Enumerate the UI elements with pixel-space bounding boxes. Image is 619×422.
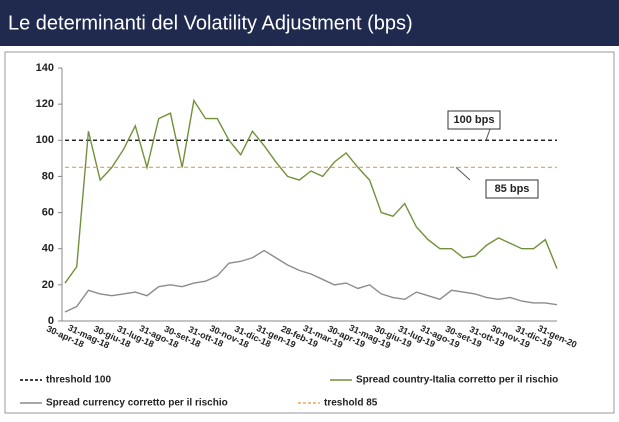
y-tick-label: 40 xyxy=(42,243,54,255)
chart-title: Le determinanti del Volatility Adjustmen… xyxy=(8,12,413,34)
series-line xyxy=(64,249,558,313)
y-tick-label: 120 xyxy=(36,98,54,110)
y-tick-label: 100 xyxy=(36,134,54,146)
annotation-box xyxy=(447,110,501,130)
legend-label: threshold 100 xyxy=(46,375,111,386)
chart-frame xyxy=(4,51,615,414)
series-line xyxy=(64,98,558,284)
annotation-arrow xyxy=(455,167,471,181)
annotation-box xyxy=(485,179,539,199)
y-tick-label: 0 xyxy=(48,315,54,327)
y-tick-label: 60 xyxy=(42,206,54,218)
legend-label: treshold 85 xyxy=(324,398,378,409)
legend-label: Spread currency corretto per il rischio xyxy=(46,398,228,409)
y-tick-label: 80 xyxy=(42,170,54,182)
annotation-text: 100 bps xyxy=(454,114,495,126)
y-tick-label: 20 xyxy=(42,279,54,291)
legend-label: Spread country-Italia corretto per il ri… xyxy=(356,375,558,386)
title-bar xyxy=(0,0,619,46)
annotation-text: 85 bps xyxy=(495,183,530,195)
y-tick-label: 140 xyxy=(36,62,54,74)
annotation-arrow xyxy=(485,128,491,141)
